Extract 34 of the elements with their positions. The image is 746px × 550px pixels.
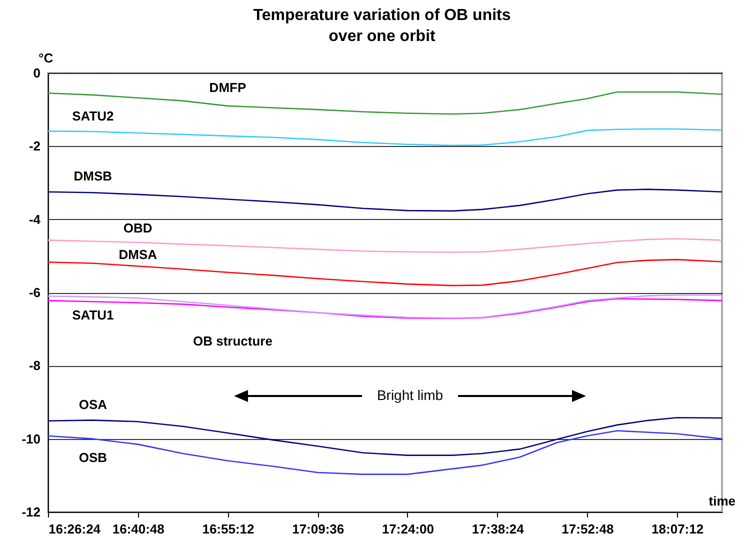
x-tick-label: 17:52:48 — [562, 522, 614, 536]
y-tick-label: -4 — [28, 212, 42, 227]
line-series — [47, 128, 723, 146]
line-series — [47, 294, 723, 319]
series-label: OSA — [78, 397, 108, 412]
x-tick-label: 17:09:36 — [292, 522, 344, 536]
line-series — [47, 188, 723, 212]
y-tick-label: -8 — [28, 358, 40, 374]
y-axis-title: °C — [38, 50, 54, 66]
series-label: DMSA — [118, 247, 158, 262]
x-tick-label: 16:55:12 — [202, 522, 254, 536]
x-tick-label: 18:07:12 — [652, 522, 704, 536]
x-tick-label: 16:26:24 — [48, 522, 102, 536]
series-label: OBD — [123, 220, 152, 236]
y-tick-label: -12 — [22, 504, 40, 520]
y-tick-label: -10 — [22, 431, 40, 446]
series-label: DMFP — [209, 80, 246, 95]
series-label: DMSB — [74, 168, 112, 184]
line-series — [47, 298, 723, 320]
x-tick-label: 17:24:00 — [382, 522, 434, 536]
line-series — [47, 258, 723, 286]
y-tick-label: -6 — [28, 285, 40, 300]
x-tick-label: 16:40:48 — [112, 522, 164, 536]
line-series — [47, 430, 723, 475]
x-tick-label: 17:38:24 — [472, 522, 525, 536]
series-label: OB structure — [193, 333, 272, 348]
series-label: OSB — [78, 450, 108, 465]
y-tick-label: -2 — [28, 138, 40, 154]
series-label: SATU1 — [72, 308, 114, 323]
annotation: Bright limb — [376, 387, 444, 403]
series-label: SATU2 — [72, 108, 114, 124]
y-tick-label: 0 — [33, 66, 40, 80]
chart-title: Temperature variation of OB units over one orbit — [253, 7, 511, 45]
x-axis-title: time — [708, 494, 736, 508]
